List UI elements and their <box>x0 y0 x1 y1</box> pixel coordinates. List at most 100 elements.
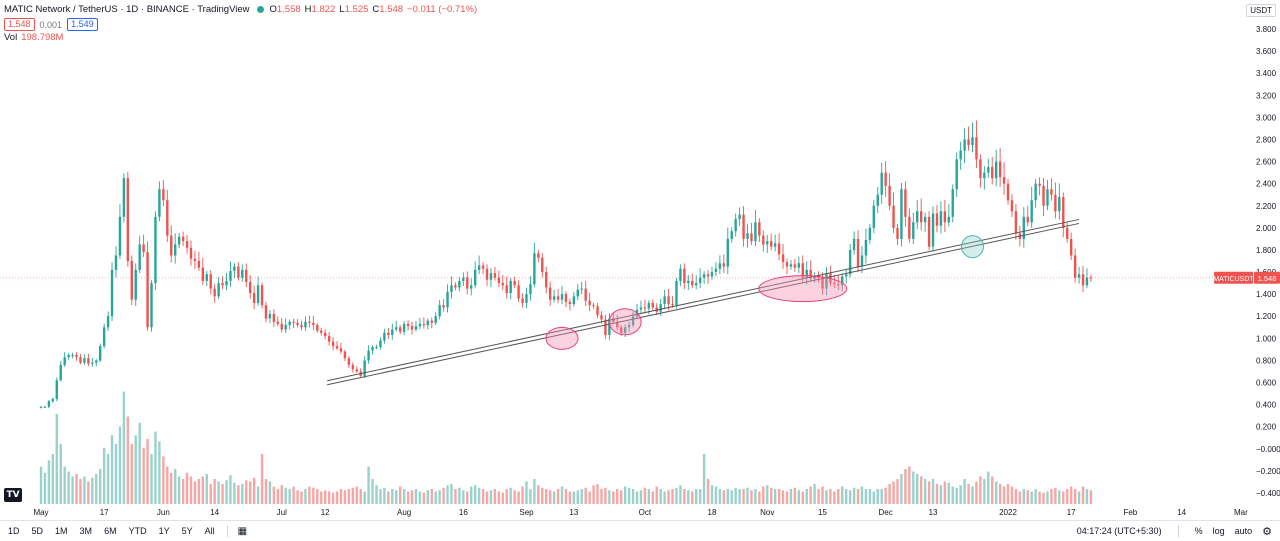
symbol-title[interactable]: MATIC Network / TetherUS · 1D · BINANCE … <box>4 4 250 15</box>
volume-bar <box>414 489 418 504</box>
price-tick-label: 3.200 <box>1256 91 1277 100</box>
volume-bar <box>706 479 710 504</box>
candle-body <box>564 294 568 302</box>
candle-body <box>205 274 208 281</box>
candle-body <box>154 216 157 284</box>
volume-bar <box>596 484 599 504</box>
volume-bar <box>545 489 548 504</box>
range-button-5y[interactable]: 5Y <box>181 526 193 536</box>
candle-body <box>130 261 133 300</box>
range-button-1m[interactable]: 1M <box>55 526 68 536</box>
volume-bar <box>837 489 840 504</box>
range-button-1d[interactable]: 1D <box>8 526 20 536</box>
range-button-6m[interactable]: 6M <box>104 526 117 536</box>
volume-bar <box>702 454 706 504</box>
candle-body <box>994 161 998 179</box>
candle-body <box>651 302 654 308</box>
volume-bar <box>422 492 426 504</box>
annotation-circle[interactable] <box>960 235 984 259</box>
candle-body <box>122 178 126 217</box>
volume-bar <box>604 487 607 504</box>
volume-bar <box>158 441 161 504</box>
price-tick-label: 0.200 <box>1256 423 1277 432</box>
range-button-ytd[interactable]: YTD <box>128 526 147 536</box>
candle-body <box>955 159 958 190</box>
volume-bar <box>695 489 698 504</box>
candle-body <box>189 247 193 259</box>
candle-body <box>462 277 465 281</box>
candle-body <box>304 321 307 328</box>
candle-body <box>233 266 236 271</box>
volume-bar <box>908 466 911 504</box>
candle-body <box>1058 196 1061 212</box>
volume-bar <box>110 435 114 504</box>
volume-bar <box>979 476 982 504</box>
ask-price-box[interactable]: 1.549 <box>67 18 98 31</box>
gear-icon[interactable]: ⚙ <box>1262 525 1272 538</box>
log-toggle[interactable]: log <box>1212 526 1225 536</box>
candle-body <box>63 357 66 365</box>
range-button-1y[interactable]: 1Y <box>158 526 170 536</box>
candle-body <box>762 235 765 245</box>
bid-price-box[interactable]: 1.548 <box>4 18 35 31</box>
price-axis[interactable]: 3.800 3.600 3.400 3.200 3.000 2.800 2.600 2.400… <box>1213 25 1280 498</box>
range-button-3m[interactable]: 3M <box>79 526 93 536</box>
trendline-lower[interactable] <box>327 222 1080 386</box>
volume-bar <box>935 484 939 504</box>
candle-body <box>1054 194 1057 212</box>
candle-body <box>647 302 651 309</box>
volume-bar <box>284 487 287 504</box>
candle-body <box>943 211 947 223</box>
volume-bar <box>434 491 437 504</box>
candle-body <box>308 321 311 323</box>
candle-body <box>39 406 43 408</box>
volume-bar <box>312 487 315 504</box>
tradingview-logo-icon[interactable]: TV <box>4 488 22 502</box>
volume-bar <box>446 485 449 504</box>
volume-bar <box>102 447 106 504</box>
candle-body <box>241 269 244 278</box>
candle-body <box>533 253 536 285</box>
candle-body <box>351 364 355 370</box>
volume-bar <box>580 489 583 504</box>
volume-bar <box>639 490 643 504</box>
currency-label[interactable]: USDT <box>1246 4 1276 17</box>
candle-body <box>1002 177 1006 184</box>
volume-bar <box>355 486 358 504</box>
candle-body <box>87 358 90 364</box>
trendline-upper[interactable] <box>327 218 1080 382</box>
candle-body <box>521 298 524 303</box>
volume-bar <box>83 476 86 504</box>
candle-body <box>667 296 670 305</box>
volume-bar <box>193 481 197 504</box>
volume-bar <box>931 479 935 504</box>
auto-toggle[interactable]: auto <box>1234 526 1253 536</box>
candle-body <box>675 280 678 306</box>
candle-body <box>142 244 145 253</box>
candlestick-chart[interactable]: 3.800 3.600 3.400 3.200 3.000 2.800 2.600 2.400… <box>0 0 1280 520</box>
calendar-icon[interactable]: ▦ <box>237 525 248 537</box>
time-tick-label: 14 <box>210 508 219 517</box>
range-button-5d[interactable]: 5D <box>31 526 44 536</box>
candle-body <box>454 285 457 288</box>
clock-time[interactable]: 04:17:24 (UTC+5:30) <box>1076 526 1162 536</box>
range-button-all[interactable]: All <box>204 526 215 536</box>
volume-bar <box>612 491 615 504</box>
candle-body <box>446 291 449 308</box>
candle-body <box>347 358 351 365</box>
candle-body <box>623 327 627 333</box>
volume-bar <box>825 490 828 504</box>
volume-bar <box>466 491 469 504</box>
time-axis[interactable]: May 17 Jun 14 Jul 12 Aug 16 Sep 13 Oct 18 Nov 15 Dec 13… <box>33 508 1248 517</box>
volume-bar <box>264 479 268 504</box>
volume-bar <box>1010 486 1014 504</box>
annotation-ellipse[interactable] <box>545 326 579 350</box>
annotation-ellipse[interactable] <box>608 308 642 336</box>
volume-bar <box>454 489 457 504</box>
candle-body <box>691 280 694 286</box>
price-tick-label: 1.800 <box>1256 246 1277 255</box>
percent-toggle[interactable]: % <box>1194 526 1203 536</box>
candle-body <box>434 316 437 323</box>
annotation-ellipse[interactable] <box>758 275 848 303</box>
candle-body <box>430 320 433 323</box>
